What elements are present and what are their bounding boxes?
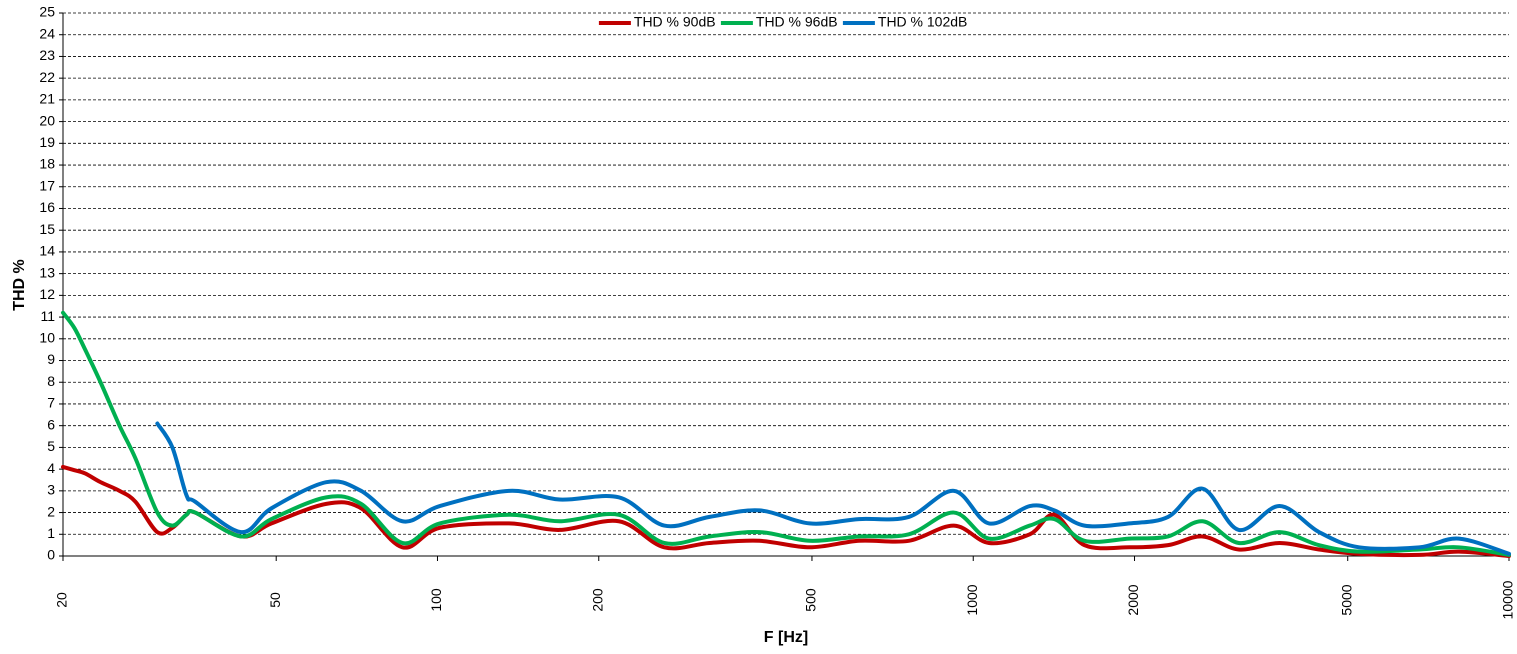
y-tick-label: 10 bbox=[39, 330, 55, 346]
x-tick-label: 100 bbox=[428, 588, 444, 612]
y-tick-label: 9 bbox=[47, 351, 55, 367]
y-tick-label: 15 bbox=[39, 221, 55, 237]
y-tick-label: 24 bbox=[39, 25, 55, 41]
legend-label: THD % 90dB bbox=[634, 14, 716, 30]
x-tick-label: 20 bbox=[54, 592, 70, 608]
y-tick-label: 3 bbox=[47, 482, 55, 498]
y-tick-label: 0 bbox=[47, 547, 55, 563]
y-tick-label: 17 bbox=[39, 177, 55, 193]
y-tick-label: 14 bbox=[39, 243, 55, 259]
x-tick-label: 50 bbox=[267, 592, 283, 608]
line bbox=[61, 464, 1511, 558]
y-tick-label: 8 bbox=[47, 373, 55, 389]
y-tick-label: 1 bbox=[47, 525, 55, 541]
x-tick-label: 10000 bbox=[1500, 580, 1516, 619]
y-tick-label: 19 bbox=[39, 134, 55, 150]
y-tick-label: 20 bbox=[39, 112, 55, 128]
x-tick-label: 200 bbox=[589, 588, 605, 612]
y-tick-label: 23 bbox=[39, 47, 55, 63]
y-axis-label: THD % bbox=[11, 259, 28, 311]
y-tick-label: 18 bbox=[39, 156, 55, 172]
x-tick-label: 500 bbox=[803, 588, 819, 612]
y-tick-label: 12 bbox=[39, 286, 55, 302]
y-tick-label: 21 bbox=[39, 91, 55, 107]
y-tick-label: 6 bbox=[47, 416, 55, 432]
x-axis-label: F [Hz] bbox=[764, 629, 808, 646]
y-tick-label: 4 bbox=[47, 460, 55, 476]
x-tick-label: 1000 bbox=[964, 584, 980, 615]
x-tick-label: 5000 bbox=[1338, 584, 1354, 615]
line bbox=[155, 421, 1511, 556]
y-tick-label: 7 bbox=[47, 395, 55, 411]
line bbox=[61, 310, 1511, 557]
y-tick-label: 25 bbox=[39, 4, 55, 20]
x-tick-label: 2000 bbox=[1125, 584, 1141, 615]
y-tick-label: 16 bbox=[39, 199, 55, 215]
y-tick-label: 5 bbox=[47, 438, 55, 454]
y-tick-label: 13 bbox=[39, 264, 55, 280]
y-tick-label: 2 bbox=[47, 503, 55, 519]
legend-label: THD % 96dB bbox=[756, 14, 838, 30]
y-tick-label: 22 bbox=[39, 69, 55, 85]
legend-label: THD % 102dB bbox=[878, 14, 967, 30]
y-tick-label: 11 bbox=[40, 308, 55, 324]
